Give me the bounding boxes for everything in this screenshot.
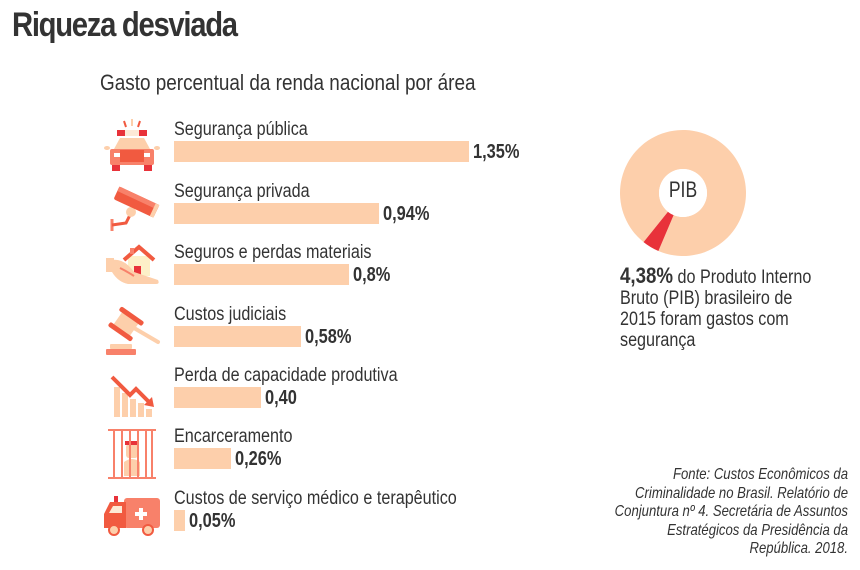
bar-row-custos-medicos: Custos de serviço médico e terapêutico 0… [0, 488, 560, 548]
bar-value-label: 0,05% [188, 510, 236, 532]
bar-value-label: 0,94% [383, 203, 430, 225]
security-camera-icon [110, 186, 160, 231]
pib-donut-chart [620, 130, 746, 256]
bar-row-seguros: Seguros e perdas materiais 0,8% [0, 242, 560, 302]
bar-row-perda-capacidade: Perda de capacidade produtiva 0,40 [0, 365, 560, 425]
bar-value-label: 0,8% [352, 264, 391, 286]
bar [174, 141, 469, 162]
bar-label: Segurança pública [174, 119, 308, 140]
bar-row-custos-judiciais: Custos judiciais 0,58% [0, 304, 560, 364]
bar [174, 264, 349, 285]
bar-label: Segurança privada [174, 181, 310, 202]
bar-label: Seguros e perdas materiais [174, 242, 372, 263]
house-in-hand-icon [106, 244, 159, 284]
pib-percent: 4,38% [620, 263, 674, 288]
bar [174, 203, 380, 224]
bar [174, 448, 231, 469]
ambulance-icon [104, 496, 160, 536]
pib-note: 4,38% do Produto Interno Bruto (PIB) bra… [620, 263, 824, 352]
declining-chart-icon [110, 375, 154, 417]
chart-subtitle: Gasto percentual da renda nacional por á… [100, 70, 476, 95]
bar-label: Encarceramento [174, 426, 293, 447]
page-title: Riqueza desviada [12, 6, 238, 44]
bar-value-label: 0,40 [265, 387, 298, 409]
bar [174, 326, 301, 347]
bar-row-encarceramento: Encarceramento 0,26% [0, 426, 560, 486]
bar-row-seguranca-publica: Segurança pública 1,35% [0, 119, 560, 179]
bar-label: Custos judiciais [174, 304, 287, 325]
source-note: Fonte: Custos Econômicos da Criminalidad… [614, 466, 848, 557]
bar [174, 510, 185, 531]
bar-label: Custos de serviço médico e terapêutico [174, 488, 457, 509]
pib-note-text: do Produto Interno Bruto (PIB) brasileir… [620, 267, 812, 351]
donut-hole [659, 169, 707, 217]
bar-value-label: 0,58% [304, 326, 352, 348]
bar-row-seguranca-privada: Segurança privada 0,94% [0, 181, 560, 241]
gavel-icon [106, 306, 160, 355]
donut-slice-rest [620, 130, 746, 256]
bar-label: Perda de capacidade produtiva [174, 365, 398, 386]
police-car-icon [104, 119, 160, 171]
bar-value-label: 1,35% [473, 141, 520, 163]
donut-center-label: PIB [668, 177, 698, 202]
bar-value-label: 0,26% [234, 448, 282, 470]
donut-slice-security [643, 211, 674, 251]
prisoner-behind-bars-icon [108, 429, 156, 479]
bar [174, 387, 262, 408]
